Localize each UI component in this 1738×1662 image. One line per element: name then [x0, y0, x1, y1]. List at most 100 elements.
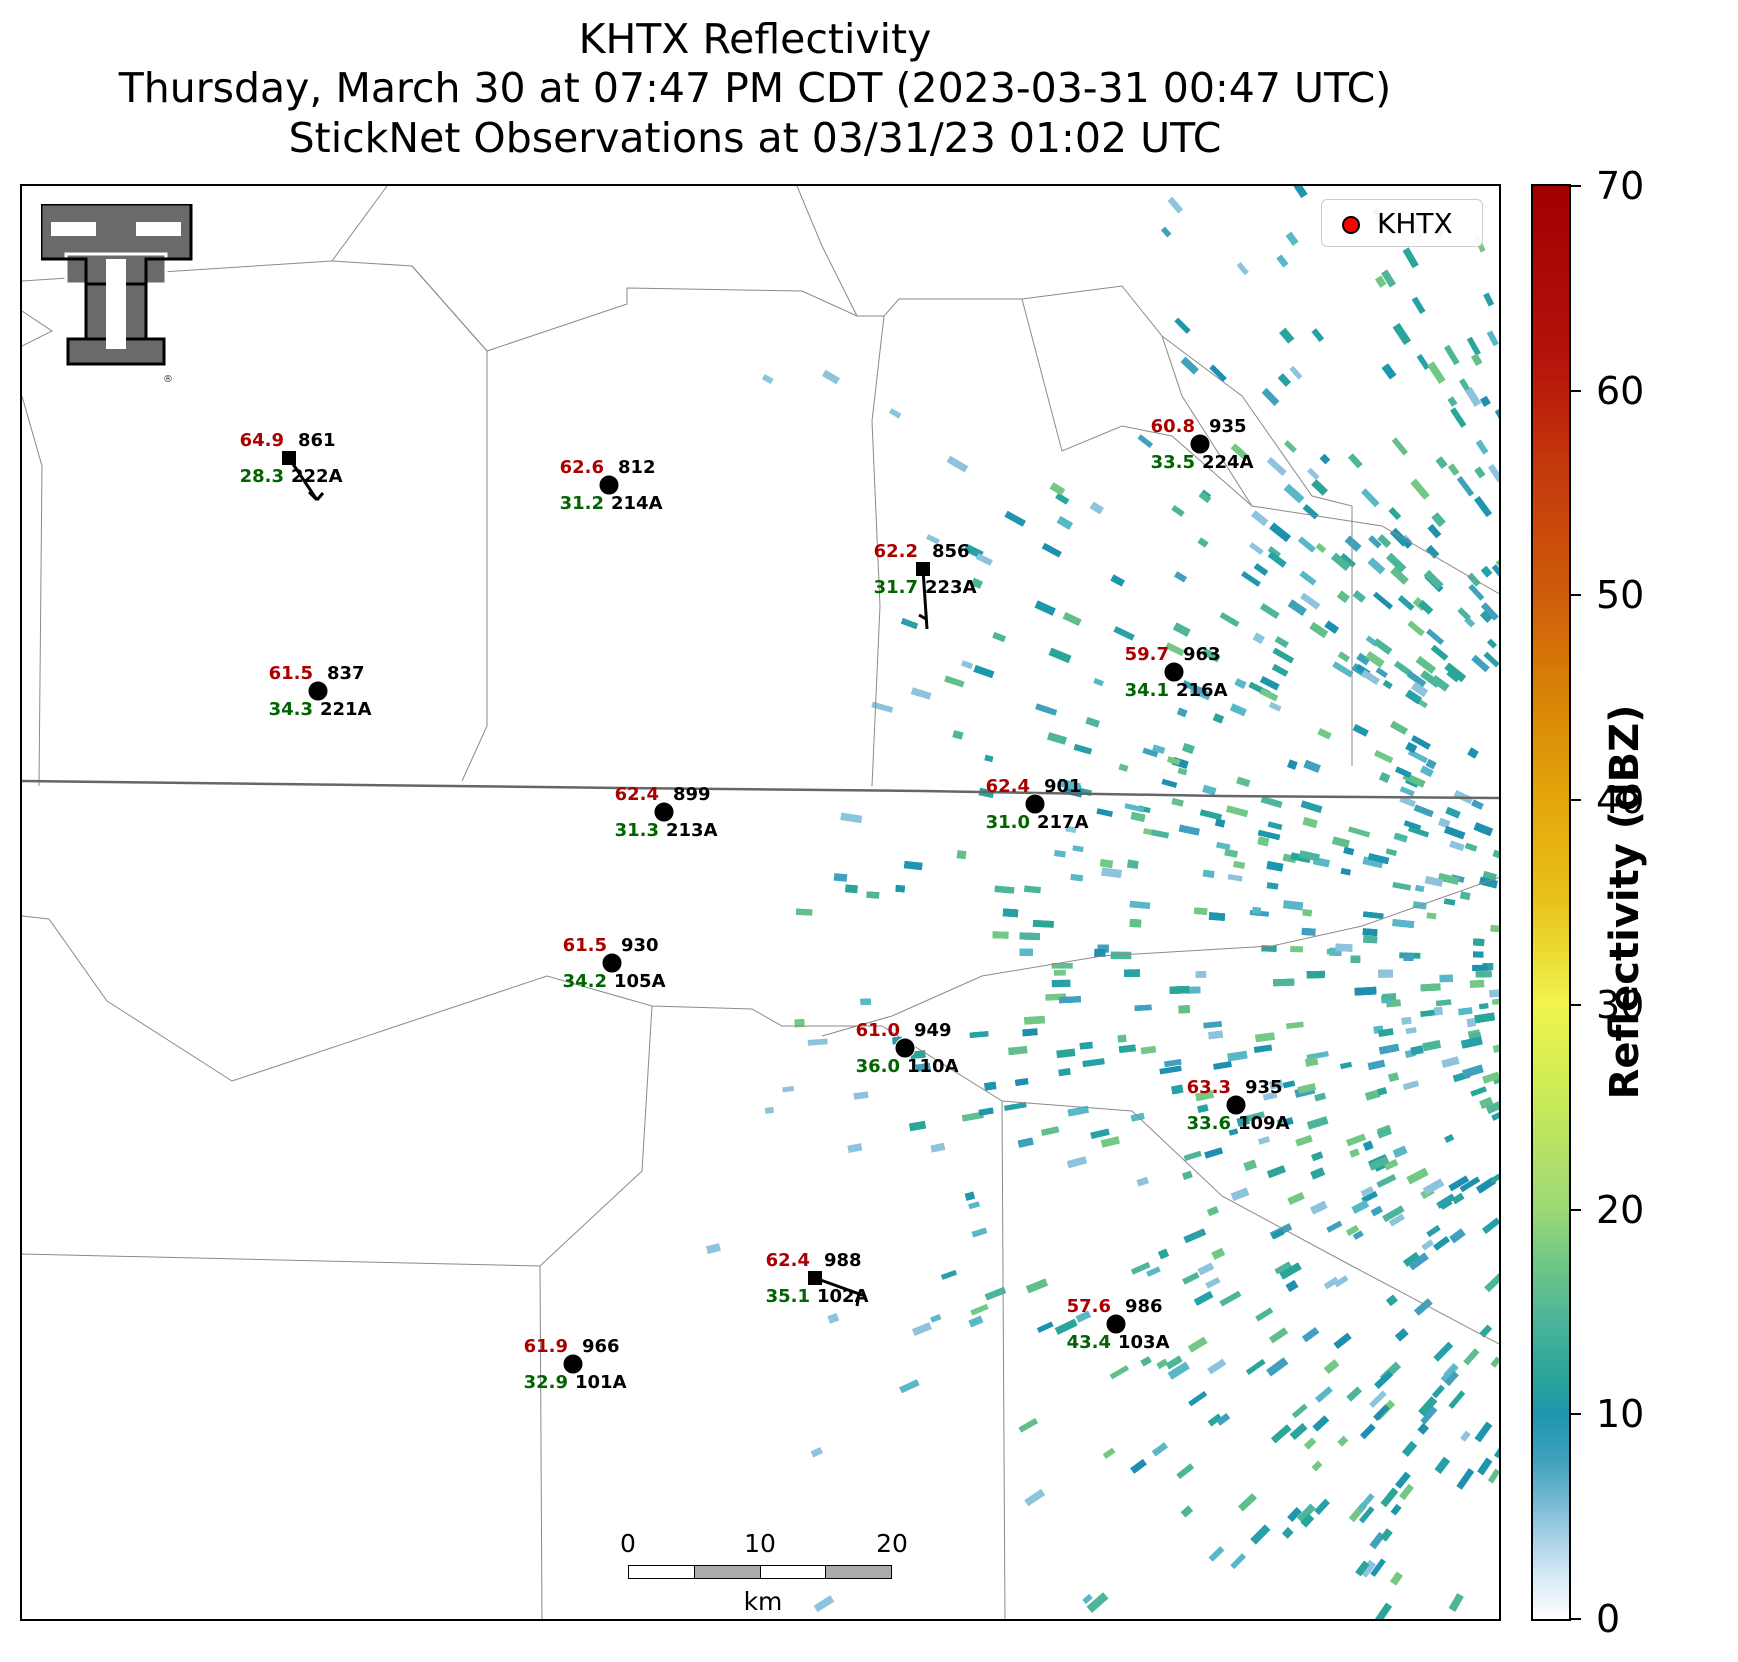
station-dewpoint: 36.0: [856, 1056, 900, 1077]
reflectivity-gate: [1369, 1390, 1387, 1408]
station-110a[interactable]: 61.0 949 36.0 110A: [856, 1020, 959, 1077]
reflectivity-gate: [1491, 564, 1499, 585]
reflectivity-gate: [1492, 1043, 1499, 1053]
reflectivity-gate: [1361, 488, 1380, 508]
reflectivity-gate: [1485, 1099, 1499, 1115]
reflectivity-gate: [1382, 993, 1397, 1001]
station-id: 221A: [320, 699, 372, 720]
reflectivity-gate: [1219, 1290, 1242, 1307]
reflectivity-gate: [992, 931, 1009, 939]
reflectivity-gate: [1269, 1079, 1284, 1090]
reflectivity-gate: [1159, 1065, 1182, 1075]
reflectivity-gate: [1205, 1277, 1221, 1289]
colorbar-tick-label: 10: [1596, 1392, 1645, 1437]
reflectivity-gate: [1405, 1027, 1417, 1034]
map-panel[interactable]: 64.9 861 28.3 222A 62.6 812 31.2 214A 62.2 856 31.…: [20, 184, 1501, 1621]
reflectivity-gate: [1408, 826, 1430, 838]
reflectivity-gate: [1456, 1468, 1475, 1490]
station-214a[interactable]: 62.6 812 31.2 214A: [560, 457, 663, 514]
reflectivity-gate: [1283, 900, 1304, 911]
reflectivity-gate: [1449, 840, 1465, 852]
reflectivity-gate: [1274, 1261, 1292, 1275]
station-dewpoint: 34.1: [1125, 680, 1169, 701]
reflectivity-gate: [1413, 804, 1434, 818]
reflectivity-gate: [1165, 1355, 1183, 1370]
reflectivity-gate: [1054, 850, 1066, 858]
map-canvas[interactable]: 64.9 861 28.3 222A 62.6 812 31.2 214A 62.2 856 31.…: [22, 186, 1501, 1621]
reflectivity-gate: [1332, 661, 1354, 678]
legend-label: KHTX: [1377, 207, 1453, 240]
reflectivity-gate: [1471, 654, 1490, 673]
station-213a[interactable]: 62.4 899 31.3 213A: [615, 784, 718, 841]
reflectivity-gate: [1252, 632, 1265, 644]
reflectivity-gate: [1130, 1261, 1151, 1275]
reflectivity-gate: [1118, 1044, 1136, 1054]
reflectivity-gate: [1337, 1435, 1349, 1447]
texas-tech-logo: ®: [39, 202, 201, 393]
reflectivity-gate: [1171, 1084, 1184, 1095]
reflectivity-gate: [1250, 1524, 1271, 1545]
reflectivity-gate: [1479, 876, 1498, 889]
reflectivity-gate: [1447, 396, 1458, 407]
reflectivity-gate: [1136, 1176, 1149, 1187]
station-224a[interactable]: 60.8 935 33.5 224A: [1151, 416, 1254, 473]
reflectivity-gate: [1317, 728, 1332, 740]
reflectivity-gate: [1303, 759, 1321, 773]
station-marker-circle-icon: [562, 1353, 584, 1375]
reflectivity-gate: [1082, 1593, 1093, 1604]
reflectivity-gate: [1269, 1327, 1288, 1344]
reflectivity-gate: [1182, 1170, 1193, 1180]
reflectivity-gate: [1461, 1036, 1483, 1049]
reflectivity-gate: [889, 408, 902, 419]
colorbar-tick-label: 20: [1596, 1187, 1645, 1232]
reflectivity-gate: [1360, 1186, 1374, 1197]
reflectivity-gate: [1362, 1140, 1374, 1151]
reflectivity-gate: [1299, 850, 1320, 862]
station-109a[interactable]: 63.3 935 33.6 109A: [1187, 1077, 1290, 1134]
station-222a[interactable]: 64.9 861 28.3 222A: [240, 430, 343, 502]
reflectivity-gate: [1493, 1446, 1499, 1459]
station-id: 103A: [1118, 1332, 1170, 1353]
radar-site-marker-icon: [1342, 216, 1360, 234]
reflectivity-gate: [1171, 505, 1185, 517]
reflectivity-gate: [1411, 296, 1426, 314]
reflectivity-gate: [912, 1322, 932, 1336]
reflectivity-gate: [1483, 292, 1495, 307]
reflectivity-gate: [1178, 824, 1200, 836]
reflectivity-gate: [1208, 1546, 1225, 1562]
station-217a[interactable]: 62.4 901 31.0 217A: [986, 776, 1089, 833]
reflectivity-gate: [970, 577, 984, 589]
reflectivity-gate: [1394, 1328, 1409, 1342]
station-101a[interactable]: 61.9 966 32.9 101A: [524, 1336, 627, 1393]
station-221a[interactable]: 61.5 837 34.3 221A: [269, 663, 372, 720]
station-pressure: 963: [1183, 644, 1221, 665]
county-line: [22, 1005, 653, 1267]
reflectivity-gate: [1213, 1061, 1232, 1070]
reflectivity-gate: [1203, 1021, 1222, 1029]
reflectivity-gate: [1359, 1423, 1376, 1440]
reflectivity-gate: [1486, 330, 1499, 347]
reflectivity-gate: [1198, 491, 1212, 504]
reflectivity-gate: [1255, 1032, 1275, 1043]
reflectivity-gate: [1055, 492, 1070, 505]
reflectivity-gate: [1464, 842, 1478, 852]
reflectivity-gate: [952, 730, 964, 740]
wind-barb-icon: [814, 1276, 866, 1307]
reflectivity-gate: [1276, 254, 1289, 268]
station-223a[interactable]: 62.2 856 31.7 223A: [874, 541, 977, 630]
reflectivity-gate: [1024, 885, 1041, 894]
reflectivity-gate: [1462, 1064, 1484, 1078]
reflectivity-gate: [1284, 1117, 1294, 1126]
reflectivity-gate: [1357, 1493, 1375, 1512]
station-105a[interactable]: 61.5 930 34.2 105A: [563, 935, 666, 992]
reflectivity-gate: [1183, 1150, 1202, 1161]
station-102a[interactable]: 62.4 988 35.1 102A: [766, 1250, 869, 1307]
reflectivity-gate: [1234, 678, 1247, 689]
reflectivity-gate: [1151, 829, 1169, 839]
reflectivity-gate: [1207, 1358, 1227, 1375]
station-216a[interactable]: 59.7 963 34.1 216A: [1125, 644, 1228, 701]
station-103a[interactable]: 57.6 986 43.4 103A: [1067, 1296, 1170, 1353]
reflectivity-gate: [895, 884, 905, 893]
reflectivity-gate: [1426, 1225, 1441, 1238]
reflectivity-gate: [822, 369, 840, 385]
